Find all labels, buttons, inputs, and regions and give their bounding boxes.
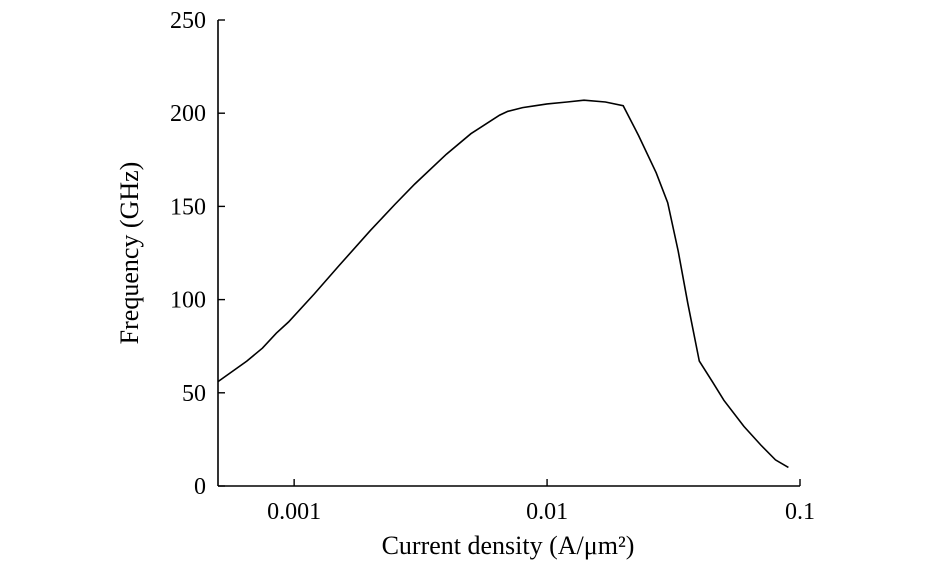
- series-line: [217, 99, 789, 469]
- y-tick-label: 100: [170, 288, 206, 314]
- y-tick-label: 50: [182, 381, 206, 407]
- x-tick-label: 0.1: [785, 499, 815, 525]
- plot-area: [217, 20, 800, 487]
- y-axis-ticks: 0 50 100 150 200 250: [170, 8, 225, 500]
- x-tick-label: 0.01: [526, 499, 568, 525]
- y-tick-label: 200: [170, 101, 206, 127]
- x-tick-label: 0.001: [267, 499, 321, 525]
- x-axis-ticks: 0.001 0.01 0.1: [267, 479, 815, 525]
- y-tick-label: 150: [170, 194, 206, 220]
- y-axis-title: Frequency (GHz): [115, 162, 144, 345]
- x-axis-title: Current density (A/μm²): [382, 531, 635, 560]
- y-tick-label: 0: [194, 474, 206, 500]
- y-tick-label: 250: [170, 8, 206, 34]
